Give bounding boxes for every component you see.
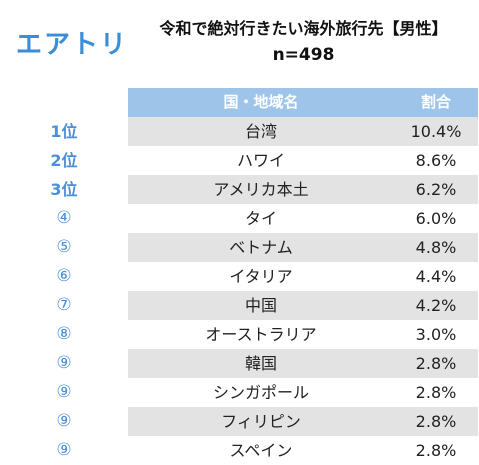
country-cell: シンガポール [212, 383, 309, 402]
table-row: ⑧ オーストラリア 3.0% [0, 320, 479, 349]
rank-label: ⑦ [56, 295, 72, 315]
table-row: 2位 ハワイ 8.6% [0, 146, 479, 175]
country-cell: フィリピン [221, 412, 301, 431]
share-cell: 10.4% [410, 122, 462, 141]
header-band [128, 88, 478, 117]
country-cell: 中国 [244, 296, 277, 315]
share-cell: 2.8% [415, 383, 457, 402]
rank-label: 2位 [50, 151, 78, 170]
chart-title: 令和で絶対行きたい海外旅行先【男性】 [159, 19, 448, 38]
share-cell: 3.0% [415, 325, 457, 344]
row-band [128, 291, 478, 320]
country-cell: アメリカ本土 [213, 180, 309, 199]
country-cell: オーストラリア [205, 325, 317, 344]
country-cell: ハワイ [236, 151, 285, 170]
table-row: ⑨ 韓国 2.8% [0, 349, 479, 378]
table-row: ⑦ 中国 4.2% [0, 291, 479, 320]
rank-label: ⑨ [56, 382, 72, 402]
table-row: 3位 アメリカ本土 6.2% [0, 175, 479, 204]
header-share: 割合 [420, 93, 451, 111]
share-cell: 6.0% [415, 209, 457, 228]
table-body: 1位 台湾 10.4% 2位 ハワイ 8.6% 3位 アメリカ本土 6.2% ④ タイ 6.0% ⑤ ベト… [0, 117, 479, 465]
country-cell: ベトナム [229, 238, 293, 257]
row-band [128, 175, 478, 204]
rank-label: ⑧ [56, 324, 72, 344]
brand-logo: エアトリ [16, 30, 129, 60]
table-row: ⑥ イタリア 4.4% [0, 262, 479, 291]
sample-size: n=498 [272, 45, 335, 65]
row-band [128, 407, 478, 436]
share-cell: 2.8% [415, 354, 457, 373]
rank-label: 1位 [50, 122, 78, 141]
rank-label: ⑥ [56, 266, 72, 286]
share-cell: 2.8% [415, 441, 457, 460]
rank-label: ⑨ [56, 353, 72, 373]
table-header: 国・地域名 割合 [0, 88, 479, 117]
table-row: ⑨ シンガポール 2.8% [0, 378, 479, 407]
row-band [128, 349, 478, 378]
header-country: 国・地域名 [223, 93, 299, 111]
table-row: ⑨ スペイン 2.8% [0, 436, 479, 465]
country-cell: タイ [244, 209, 277, 228]
row-band [128, 117, 478, 146]
share-cell: 8.6% [415, 151, 457, 170]
table-row: 1位 台湾 10.4% [0, 117, 479, 146]
share-cell: 6.2% [415, 180, 457, 199]
rank-label: ⑤ [56, 237, 72, 257]
share-cell: 4.4% [415, 267, 457, 286]
rank-label: ⑨ [56, 411, 72, 431]
share-cell: 4.8% [415, 238, 457, 257]
ranking-table: 国・地域名 割合 1位 台湾 10.4% 2位 ハワイ 8.6% 3位 アメリカ本土 6.2% ④… [0, 88, 479, 465]
rank-label: ④ [56, 208, 72, 228]
table-row: ④ タイ 6.0% [0, 204, 479, 233]
country-cell: 韓国 [244, 354, 277, 373]
table-row: ⑨ フィリピン 2.8% [0, 407, 479, 436]
share-cell: 4.2% [415, 296, 457, 315]
rank-label: 3位 [50, 180, 78, 199]
table-row: ⑤ ベトナム 4.8% [0, 233, 479, 262]
share-cell: 2.8% [415, 412, 457, 431]
rank-label: ⑨ [56, 440, 72, 460]
country-cell: 台湾 [244, 122, 277, 141]
country-cell: スペイン [229, 441, 293, 460]
country-cell: イタリア [229, 267, 293, 286]
row-band [128, 233, 478, 262]
